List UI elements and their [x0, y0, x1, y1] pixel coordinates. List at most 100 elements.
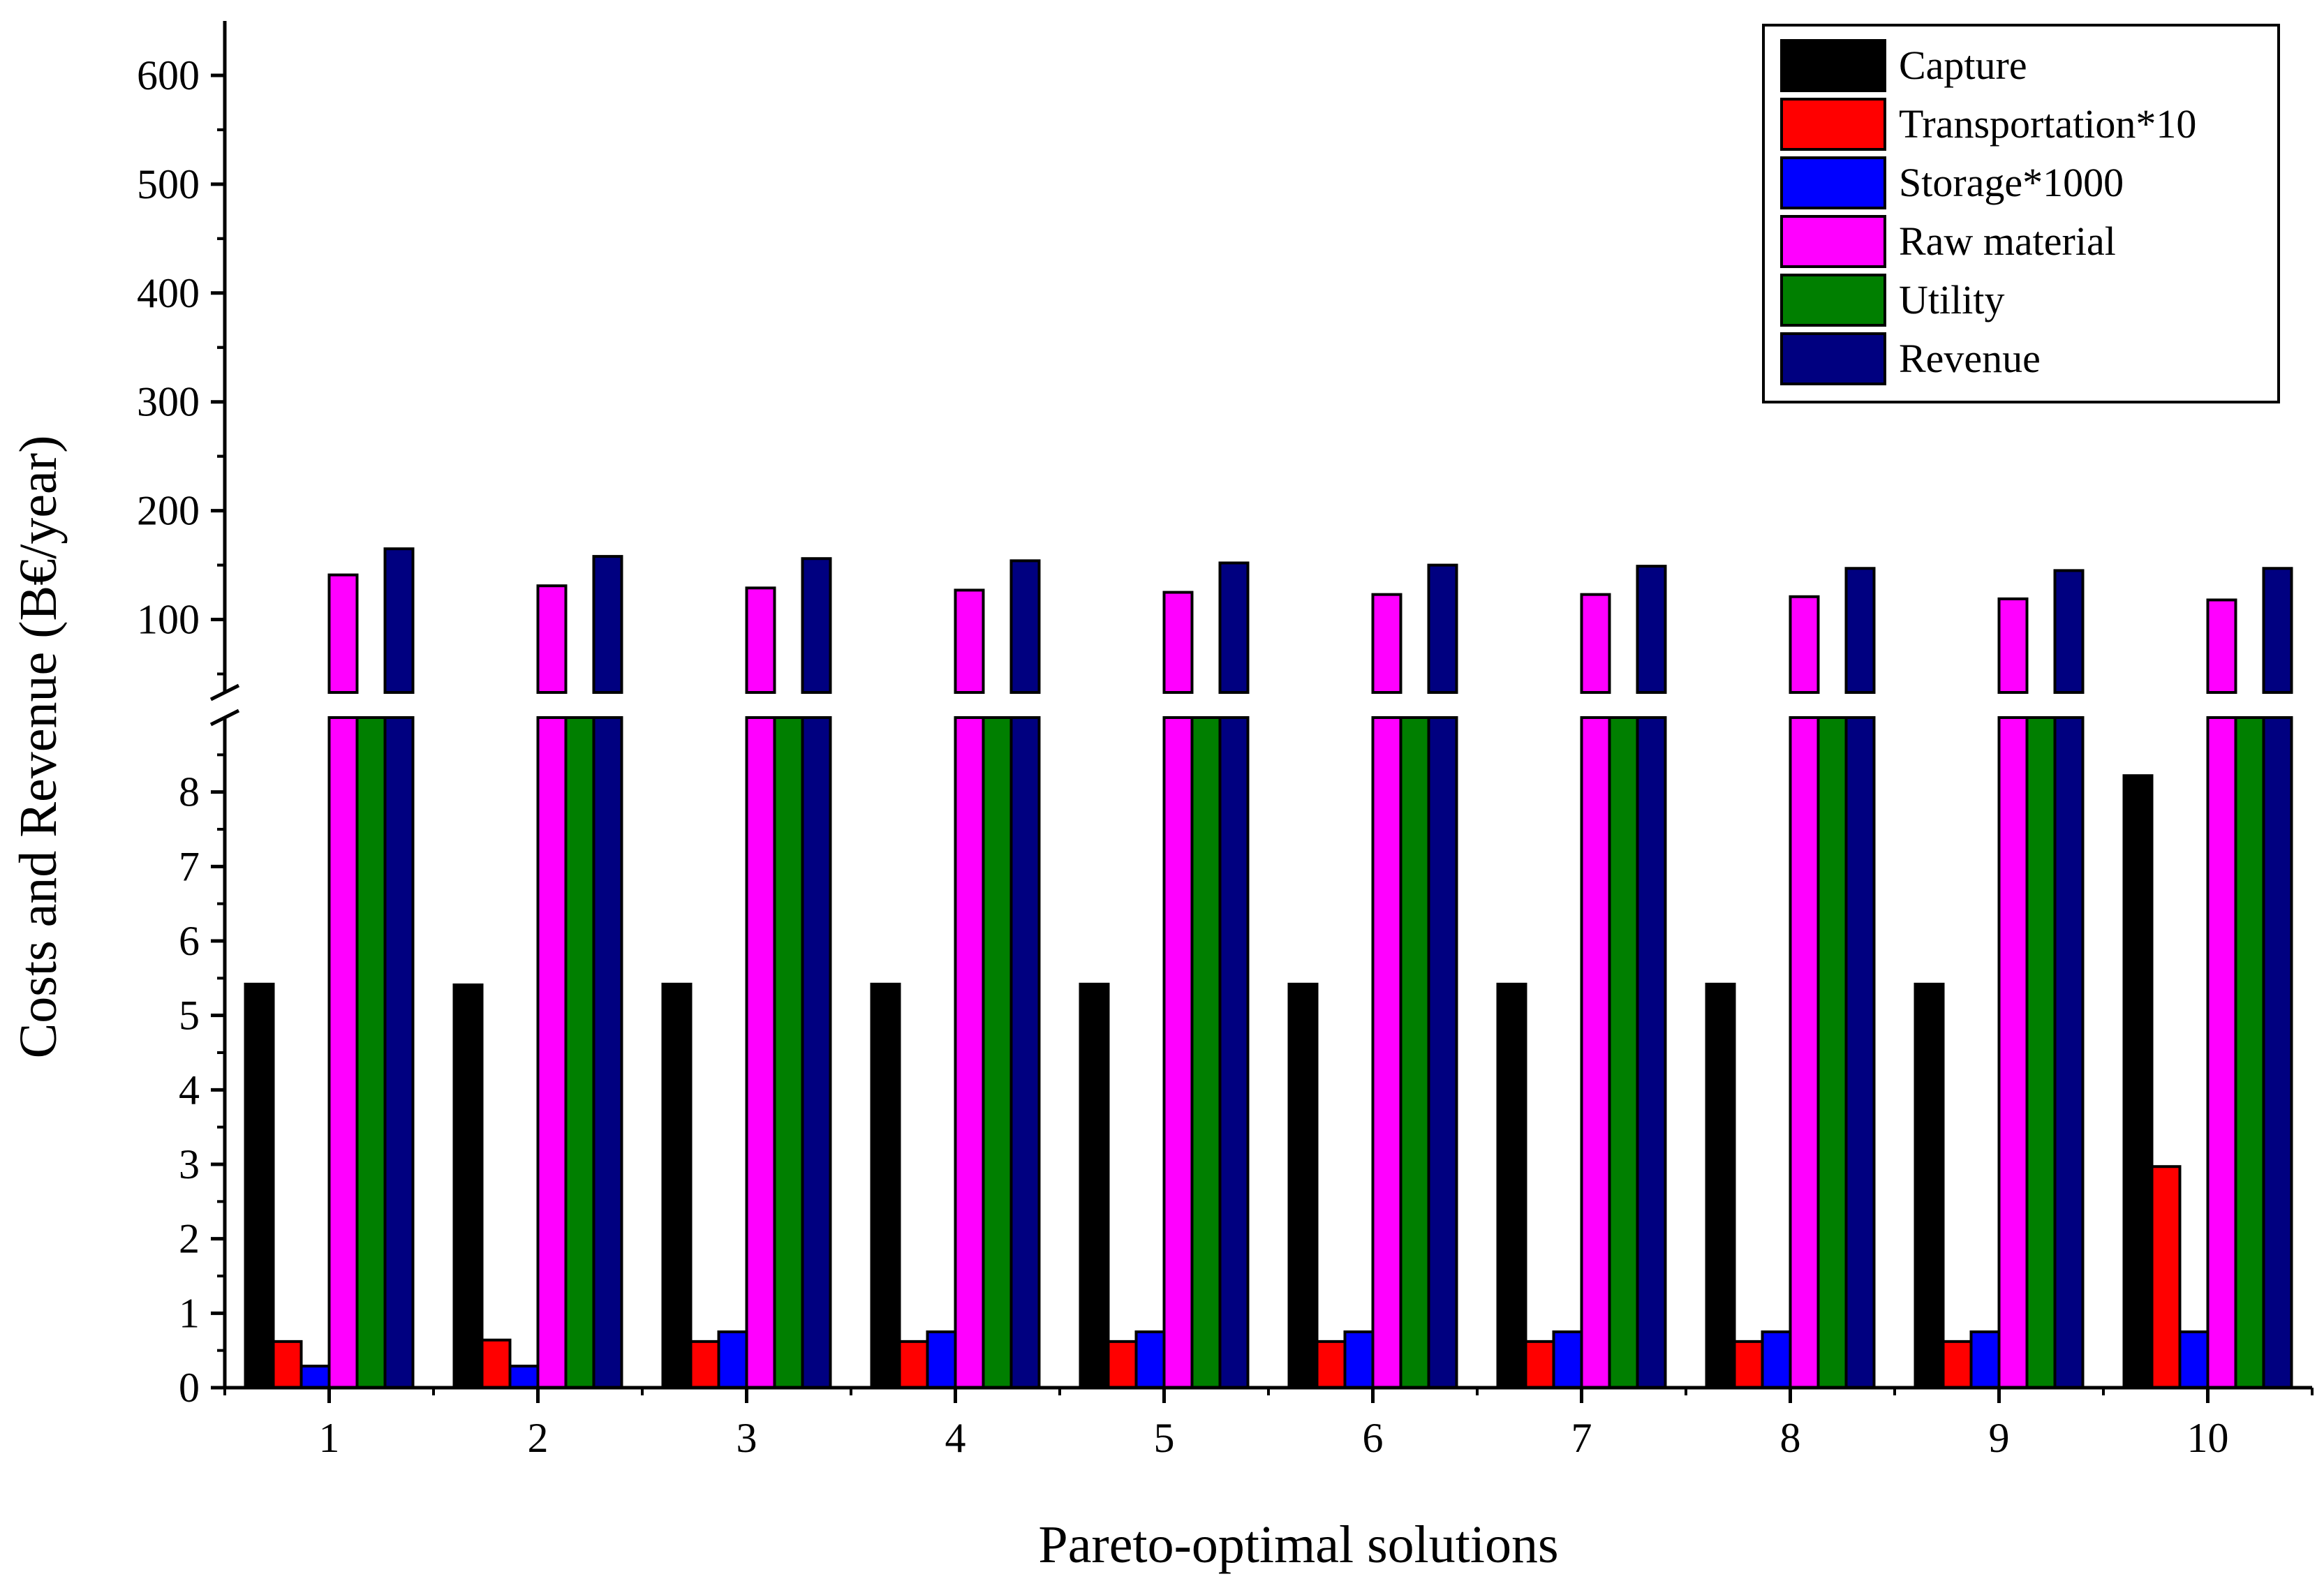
bar-utility-10-lower — [2234, 716, 2265, 1389]
bar-utility-1-lower — [355, 716, 387, 1389]
bar-revenue-2-upper — [592, 555, 623, 694]
bar-revenue-10-upper — [2262, 567, 2293, 695]
bar-capture-6 — [1287, 982, 1319, 1390]
bar-utility-2-lower — [564, 716, 595, 1389]
bar-raw-material-4-upper — [954, 588, 985, 694]
x-tick-label: 5 — [1154, 1415, 1175, 1461]
bar-storage-1000-2 — [508, 1365, 540, 1389]
bar-capture-4 — [870, 982, 901, 1390]
bar-raw-material-10-upper — [2206, 598, 2237, 694]
bar-capture-5 — [1079, 982, 1110, 1390]
bar-raw-material-9-lower — [1997, 716, 2029, 1389]
bar-revenue-6-upper — [1427, 563, 1458, 694]
legend-swatch — [1780, 98, 1886, 151]
legend-label: Raw material — [1899, 218, 2116, 264]
axes: 0 1 2 3 4 5 6 7 8 100 200 300 400 500 600 1 2 3 4 5 6 7 8 9 10 — [137, 21, 2314, 1461]
bar-revenue-3-upper — [801, 557, 832, 694]
y-tick-label-upper: 500 — [137, 161, 200, 207]
bar-utility-8-lower — [1816, 716, 1848, 1389]
bar-utility-7-lower — [1608, 716, 1639, 1389]
bar-revenue-3-lower — [801, 716, 832, 1389]
legend-swatch — [1780, 215, 1886, 268]
bar-transportation-10-4 — [898, 1340, 929, 1390]
legend-label: Transportation*10 — [1899, 101, 2196, 147]
bar-revenue-6-lower — [1427, 716, 1458, 1389]
plot-area — [244, 547, 2293, 1390]
bar-utility-4-lower — [982, 716, 1013, 1389]
bar-revenue-2-lower — [592, 716, 623, 1389]
bar-transportation-10-3 — [689, 1340, 720, 1390]
legend-swatch — [1780, 156, 1886, 209]
legend-label: Revenue — [1899, 336, 2041, 381]
y-tick-label-lower: 3 — [179, 1141, 200, 1187]
bar-revenue-4-lower — [1009, 716, 1041, 1389]
bar-revenue-10-lower — [2262, 716, 2293, 1389]
bar-raw-material-7-upper — [1580, 593, 1611, 694]
bar-storage-1000-5 — [1134, 1330, 1166, 1389]
y-axis-title: Costs and Revenue (B€/year) — [9, 436, 68, 1059]
legend: Capture Transportation*10 Storage*1000 Raw … — [1762, 24, 2280, 403]
y-tick-label-upper: 300 — [137, 379, 200, 425]
bar-revenue-1-upper — [383, 547, 415, 694]
bar-revenue-8-upper — [1844, 567, 1876, 695]
bar-capture-10 — [2122, 774, 2154, 1389]
bar-raw-material-6-lower — [1371, 716, 1402, 1389]
bar-revenue-5-upper — [1218, 561, 1250, 694]
bar-raw-material-3-lower — [745, 716, 776, 1389]
bar-transportation-10-1 — [272, 1340, 303, 1390]
bar-utility-6-lower — [1399, 716, 1430, 1389]
y-tick-label-upper: 600 — [137, 52, 200, 98]
x-tick-label: 3 — [737, 1415, 757, 1461]
bar-storage-1000-10 — [2178, 1330, 2210, 1389]
bar-storage-1000-7 — [1552, 1330, 1583, 1389]
bar-transportation-10-5 — [1107, 1340, 1138, 1390]
bar-raw-material-1-lower — [327, 716, 359, 1389]
y-tick-label-lower: 4 — [179, 1067, 200, 1113]
bar-transportation-10-8 — [1733, 1340, 1764, 1390]
bar-raw-material-3-upper — [745, 586, 776, 695]
bar-raw-material-5-upper — [1162, 591, 1194, 695]
bar-revenue-9-upper — [2053, 569, 2085, 694]
bar-revenue-7-lower — [1636, 716, 1667, 1389]
bar-raw-material-7-lower — [1580, 716, 1611, 1389]
bar-utility-5-lower — [1190, 716, 1222, 1389]
bar-utility-9-lower — [2025, 716, 2057, 1389]
bar-transportation-10-10 — [2150, 1165, 2182, 1389]
x-tick-label: 1 — [319, 1415, 340, 1461]
bar-capture-9 — [1914, 982, 1945, 1390]
bar-raw-material-2-lower — [536, 716, 568, 1389]
bar-capture-1 — [244, 982, 275, 1390]
bar-utility-3-lower — [773, 716, 804, 1389]
bar-transportation-10-7 — [1524, 1340, 1555, 1390]
y-axis-break-mark — [209, 709, 240, 727]
legend-swatch — [1780, 39, 1886, 92]
bar-raw-material-9-upper — [1997, 597, 2029, 694]
bar-transportation-10-9 — [1941, 1340, 1973, 1390]
bar-revenue-1-lower — [383, 716, 415, 1389]
bar-transportation-10-6 — [1315, 1340, 1347, 1390]
bar-storage-1000-1 — [299, 1365, 331, 1389]
x-tick-label: 10 — [2187, 1415, 2229, 1461]
bar-storage-1000-8 — [1761, 1330, 1792, 1389]
y-tick-label-lower: 6 — [179, 918, 200, 964]
legend-swatch — [1780, 332, 1886, 385]
x-tick-label: 2 — [528, 1415, 549, 1461]
legend-label: Storage*1000 — [1899, 160, 2124, 205]
bar-transportation-10-2 — [480, 1338, 512, 1389]
bar-raw-material-1-upper — [327, 573, 359, 694]
bar-capture-3 — [661, 982, 693, 1390]
y-tick-label-upper: 400 — [137, 270, 200, 316]
bar-revenue-5-lower — [1218, 716, 1250, 1389]
bar-raw-material-5-lower — [1162, 716, 1194, 1389]
x-tick-label: 6 — [1363, 1415, 1384, 1461]
bar-capture-8 — [1705, 982, 1736, 1390]
bar-capture-7 — [1496, 982, 1527, 1390]
x-axis-title: Pareto-optimal solutions — [1038, 1515, 1558, 1574]
bar-storage-1000-3 — [717, 1330, 748, 1389]
legend-label: Utility — [1899, 277, 2004, 322]
bar-raw-material-8-upper — [1789, 595, 1820, 695]
y-tick-label-upper: 100 — [137, 597, 200, 643]
x-tick-label: 9 — [1989, 1415, 2010, 1461]
y-tick-label-lower: 1 — [179, 1290, 200, 1336]
